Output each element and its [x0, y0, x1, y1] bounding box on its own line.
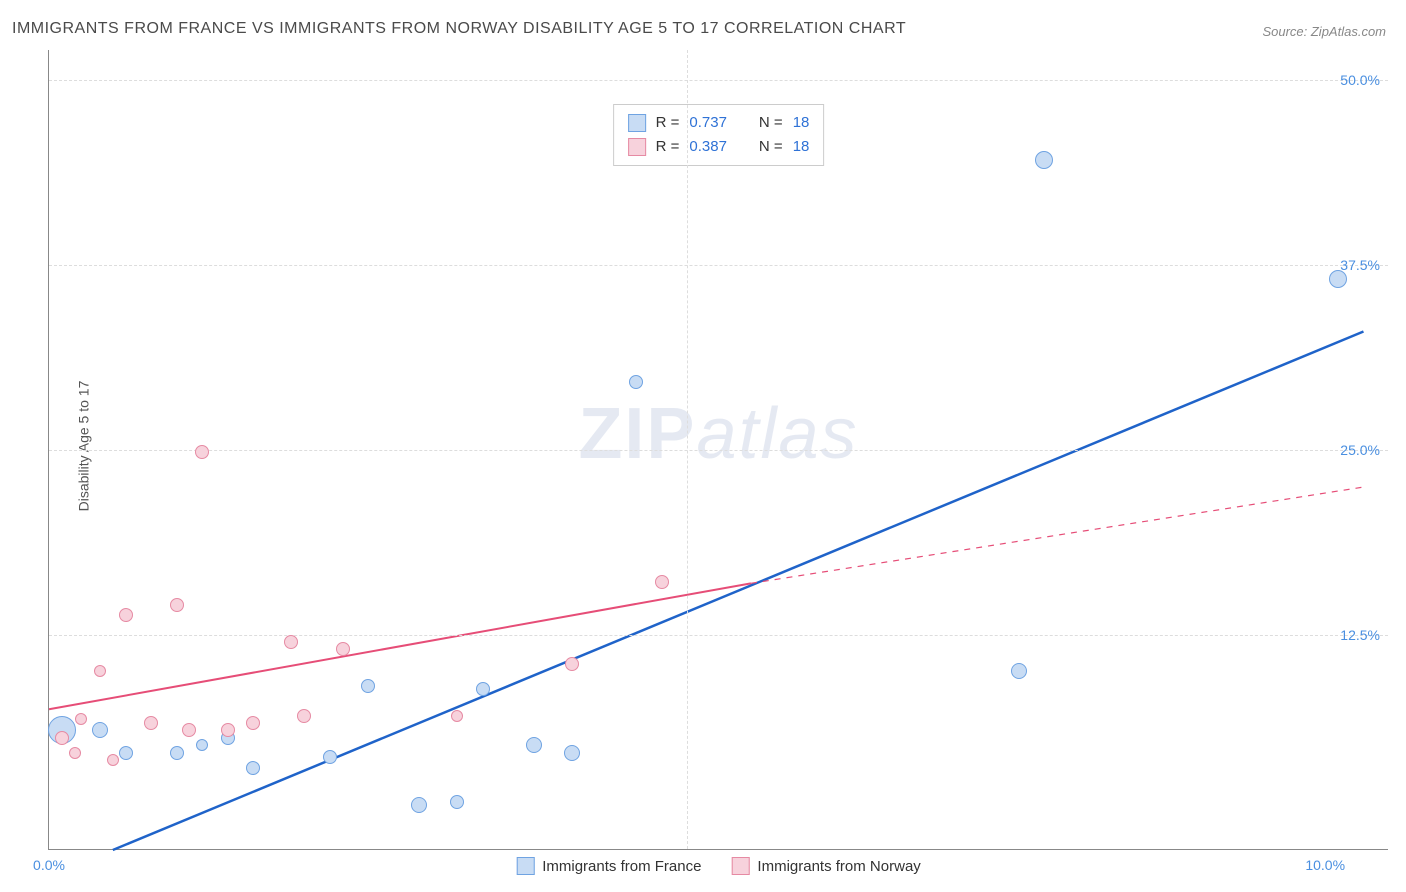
- scatter-point: [246, 716, 260, 730]
- scatter-point: [246, 761, 260, 775]
- scatter-point: [221, 723, 235, 737]
- scatter-point: [69, 747, 81, 759]
- scatter-point: [526, 737, 542, 753]
- scatter-point: [1011, 663, 1027, 679]
- scatter-point: [564, 745, 580, 761]
- scatter-point: [284, 635, 298, 649]
- legend-item: Immigrants from France: [516, 857, 701, 875]
- grid-line-h: [49, 635, 1388, 636]
- r-value: 0.737: [689, 111, 727, 135]
- n-label: N =: [759, 135, 783, 159]
- scatter-point: [476, 682, 490, 696]
- legend-item: Immigrants from Norway: [731, 857, 920, 875]
- scatter-point: [565, 657, 579, 671]
- grid-line-v: [687, 50, 688, 849]
- r-value: 0.387: [689, 135, 727, 159]
- x-tick-label: 10.0%: [1305, 857, 1345, 873]
- scatter-point: [655, 575, 669, 589]
- n-value: 18: [793, 135, 810, 159]
- scatter-point: [629, 375, 643, 389]
- scatter-point: [323, 750, 337, 764]
- series-legend: Immigrants from France Immigrants from No…: [516, 857, 921, 875]
- scatter-point: [170, 598, 184, 612]
- y-tick-label: 50.0%: [1340, 72, 1380, 88]
- legend-label: Immigrants from Norway: [757, 858, 920, 875]
- n-value: 18: [793, 111, 810, 135]
- scatter-point: [92, 722, 108, 738]
- scatter-point: [196, 739, 208, 751]
- r-label: R =: [656, 111, 680, 135]
- legend-swatch: [628, 114, 646, 132]
- correlation-row: R = 0.387 N = 18: [628, 135, 810, 159]
- scatter-point: [451, 710, 463, 722]
- chart-title: IMMIGRANTS FROM FRANCE VS IMMIGRANTS FRO…: [12, 20, 906, 38]
- legend-swatch: [516, 857, 534, 875]
- scatter-point: [336, 642, 350, 656]
- y-tick-label: 37.5%: [1340, 257, 1380, 273]
- scatter-point: [450, 795, 464, 809]
- x-tick-label: 0.0%: [33, 857, 65, 873]
- grid-line-h: [49, 450, 1388, 451]
- correlation-row: R = 0.737 N = 18: [628, 111, 810, 135]
- scatter-point: [144, 716, 158, 730]
- legend-swatch: [731, 857, 749, 875]
- scatter-point: [119, 608, 133, 622]
- plot-area: ZIPatlas R =0.737N =18R =0.387N =18 Immi…: [48, 50, 1388, 850]
- n-label: N =: [759, 111, 783, 135]
- scatter-point: [170, 746, 184, 760]
- scatter-point: [195, 445, 209, 459]
- y-tick-label: 25.0%: [1340, 442, 1380, 458]
- scatter-point: [94, 665, 106, 677]
- scatter-point: [107, 754, 119, 766]
- scatter-point: [1329, 270, 1347, 288]
- scatter-point: [297, 709, 311, 723]
- source-attribution: Source: ZipAtlas.com: [1262, 24, 1386, 39]
- r-label: R =: [656, 135, 680, 159]
- legend-swatch: [628, 138, 646, 156]
- grid-line-h: [49, 265, 1388, 266]
- scatter-point: [1035, 151, 1053, 169]
- scatter-point: [182, 723, 196, 737]
- legend-label: Immigrants from France: [542, 858, 701, 875]
- scatter-point: [411, 797, 427, 813]
- grid-line-h: [49, 80, 1388, 81]
- correlation-legend: R = 0.737 N = 18 R = 0.387 N = 18: [613, 104, 825, 166]
- y-tick-label: 12.5%: [1340, 627, 1380, 643]
- scatter-point: [55, 731, 69, 745]
- scatter-point: [75, 713, 87, 725]
- scatter-point: [361, 679, 375, 693]
- scatter-point: [119, 746, 133, 760]
